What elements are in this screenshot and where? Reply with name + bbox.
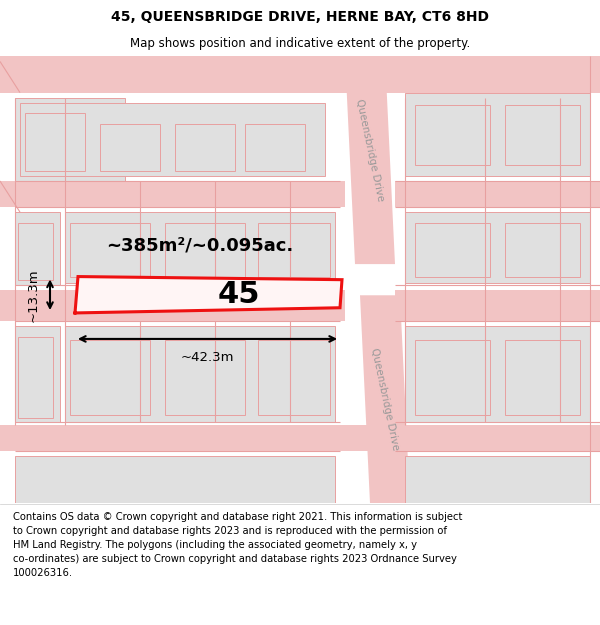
Bar: [15, 456, 335, 503]
Bar: [15, 326, 60, 422]
Bar: [405, 92, 590, 176]
Polygon shape: [0, 290, 345, 321]
Bar: [415, 222, 490, 277]
Polygon shape: [0, 56, 600, 92]
Bar: [505, 222, 580, 277]
Text: ~42.3m: ~42.3m: [180, 351, 234, 364]
Bar: [258, 222, 330, 277]
Bar: [70, 340, 150, 415]
Text: Map shows position and indicative extent of the property.: Map shows position and indicative extent…: [130, 38, 470, 51]
Bar: [15, 98, 125, 181]
Bar: [245, 124, 305, 171]
Text: 45, QUEENSBRIDGE DRIVE, HERNE BAY, CT6 8HD: 45, QUEENSBRIDGE DRIVE, HERNE BAY, CT6 8…: [111, 10, 489, 24]
Bar: [415, 340, 490, 415]
Polygon shape: [0, 181, 345, 207]
Bar: [165, 340, 245, 415]
Bar: [18, 337, 53, 418]
Bar: [175, 124, 235, 171]
Bar: [100, 124, 160, 171]
Text: 45: 45: [217, 280, 260, 309]
Bar: [20, 103, 325, 176]
Bar: [258, 340, 330, 415]
Bar: [15, 212, 60, 285]
Bar: [505, 340, 580, 415]
Bar: [65, 212, 335, 282]
Polygon shape: [360, 295, 410, 503]
Bar: [505, 105, 580, 166]
Bar: [18, 222, 53, 280]
Polygon shape: [0, 425, 600, 451]
Bar: [70, 222, 150, 277]
Text: Queensbridge Drive: Queensbridge Drive: [354, 98, 386, 202]
Text: Queensbridge Drive: Queensbridge Drive: [369, 347, 401, 451]
Polygon shape: [345, 56, 395, 264]
Text: ~385m²/~0.095ac.: ~385m²/~0.095ac.: [106, 236, 293, 254]
Bar: [25, 113, 85, 171]
Polygon shape: [75, 277, 342, 313]
Bar: [65, 326, 335, 422]
Text: Contains OS data © Crown copyright and database right 2021. This information is : Contains OS data © Crown copyright and d…: [13, 512, 463, 578]
Bar: [405, 212, 590, 282]
Text: ~13.3m: ~13.3m: [26, 269, 40, 322]
Bar: [405, 456, 590, 503]
Bar: [20, 108, 65, 160]
Polygon shape: [395, 290, 600, 321]
Polygon shape: [395, 181, 600, 207]
Bar: [405, 326, 590, 422]
Bar: [415, 105, 490, 166]
Bar: [165, 222, 245, 277]
